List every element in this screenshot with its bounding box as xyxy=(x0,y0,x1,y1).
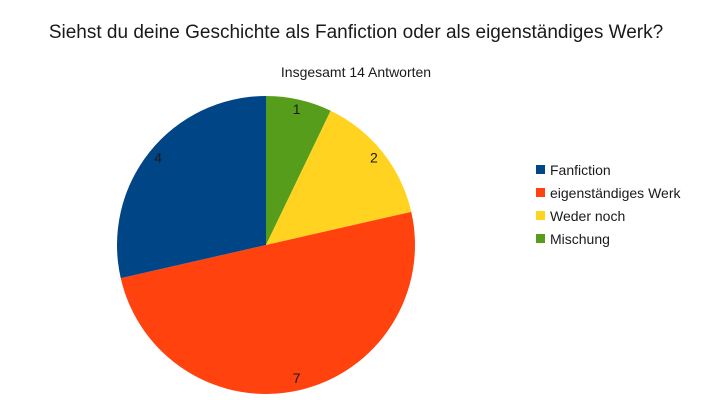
pie-slice-weder-noch xyxy=(266,110,412,245)
chart-legend: Fanfiction eigenständiges Werk Weder noc… xyxy=(536,158,680,250)
pie-slice-eigenst-ndiges-werk xyxy=(120,211,415,394)
legend-label: Weder noch xyxy=(550,207,626,224)
legend-item-eigenstaendiges-werk: eigenständiges Werk xyxy=(536,181,680,204)
legend-item-fanfiction: Fanfiction xyxy=(536,158,680,181)
legend-swatch xyxy=(536,188,545,197)
pie-data-label: 4 xyxy=(154,150,162,166)
legend-item-mischung: Mischung xyxy=(536,227,680,250)
legend-item-weder-noch: Weder noch xyxy=(536,204,680,227)
pie-data-labels: 1 2 7 4 xyxy=(154,101,378,386)
legend-swatch xyxy=(536,211,545,220)
pie-slice-mischung xyxy=(266,96,331,245)
chart-subtitle: Insgesamt 14 Antworten xyxy=(280,64,432,80)
legend-label: Fanfiction xyxy=(550,161,611,178)
pie-data-label: 7 xyxy=(293,370,301,386)
legend-swatch xyxy=(536,165,545,174)
pie-data-label: 2 xyxy=(370,150,378,166)
pie-data-label: 1 xyxy=(293,101,301,117)
legend-swatch xyxy=(536,234,545,243)
legend-label: Mischung xyxy=(550,230,610,247)
pie-slices xyxy=(117,96,415,394)
pie-slice-fanfiction xyxy=(117,96,267,279)
legend-label: eigenständiges Werk xyxy=(550,184,681,201)
chart-title: Siehst du deine Geschichte als Fanfictio… xyxy=(48,22,664,43)
